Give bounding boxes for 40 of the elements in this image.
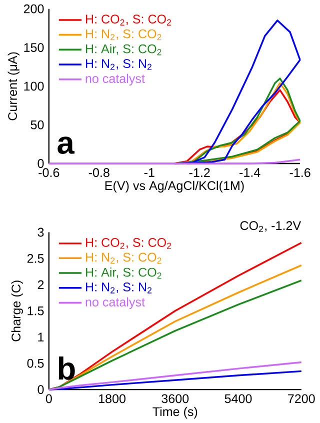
y-tick-label: 1.5 bbox=[28, 306, 44, 316]
x-tick-label: -1 bbox=[144, 168, 154, 177]
legend-label: H: N$_{2}$, S: N$_{2}$ bbox=[86, 282, 152, 294]
y-tick-label: 50 bbox=[30, 120, 44, 130]
x-tick-label: 7200 bbox=[288, 394, 315, 404]
legend-label: H: N$_{2}$, S: N$_{2}$ bbox=[86, 59, 152, 70]
y-axis-title: Charge (C) bbox=[11, 280, 24, 342]
x-tick-label: 0 bbox=[46, 394, 52, 404]
y-axis-title: Current (μA) bbox=[8, 52, 20, 120]
x-tick-label: -0.8 bbox=[89, 168, 110, 178]
y-tick-label: 0.5 bbox=[27, 358, 44, 368]
y-tick-label: 2 bbox=[38, 280, 44, 290]
x-tick-label: -1.2 bbox=[189, 168, 210, 177]
y-tick-label: 0 bbox=[38, 159, 44, 168]
legend-label: H: CO$_{2}$, S: CO$_{2}$ bbox=[86, 14, 172, 26]
x-tick-label: 1800 bbox=[99, 394, 126, 404]
legend-label: no catalyst bbox=[86, 297, 146, 309]
x-tick-label: -1.6 bbox=[290, 168, 310, 178]
annotation: a bbox=[58, 136, 75, 154]
legend-label: H: N$_{2}$, S: CO$_{2}$ bbox=[86, 29, 162, 40]
legend-label: H: N$_{2}$, S: CO$_{2}$ bbox=[86, 252, 162, 264]
y-tick-label: 1 bbox=[38, 332, 44, 342]
y-tick-label: 0 bbox=[38, 385, 44, 394]
y-tick-label: 200 bbox=[24, 4, 44, 14]
legend-label: H: CO$_{2}$, S: CO$_{2}$ bbox=[86, 238, 172, 249]
y-tick-label: 2.5 bbox=[28, 254, 44, 263]
y-tick-label: 100 bbox=[24, 82, 44, 91]
legend-label: no catalyst bbox=[86, 74, 145, 86]
annotation: b bbox=[58, 356, 75, 380]
x-tick-label: -1.4 bbox=[240, 168, 260, 177]
x-tick-label: 3600 bbox=[162, 394, 189, 404]
x-axis-title: Time (s) bbox=[152, 406, 198, 419]
x-axis-title: E(V) vs Ag/AgCl/KCl(1M) bbox=[106, 180, 244, 193]
legend-label: H: Air, S: CO$_{2}$ bbox=[86, 44, 162, 56]
y-tick-label: 3 bbox=[38, 228, 44, 237]
y-tick-label: 150 bbox=[24, 43, 44, 52]
x-tick-label: 5400 bbox=[224, 394, 252, 404]
x-tick-label: -0.6 bbox=[38, 168, 60, 178]
text: CO$_{2}$, -1.2V bbox=[240, 221, 302, 232]
legend-label: H: Air, S: CO$_{2}$ bbox=[86, 267, 162, 279]
